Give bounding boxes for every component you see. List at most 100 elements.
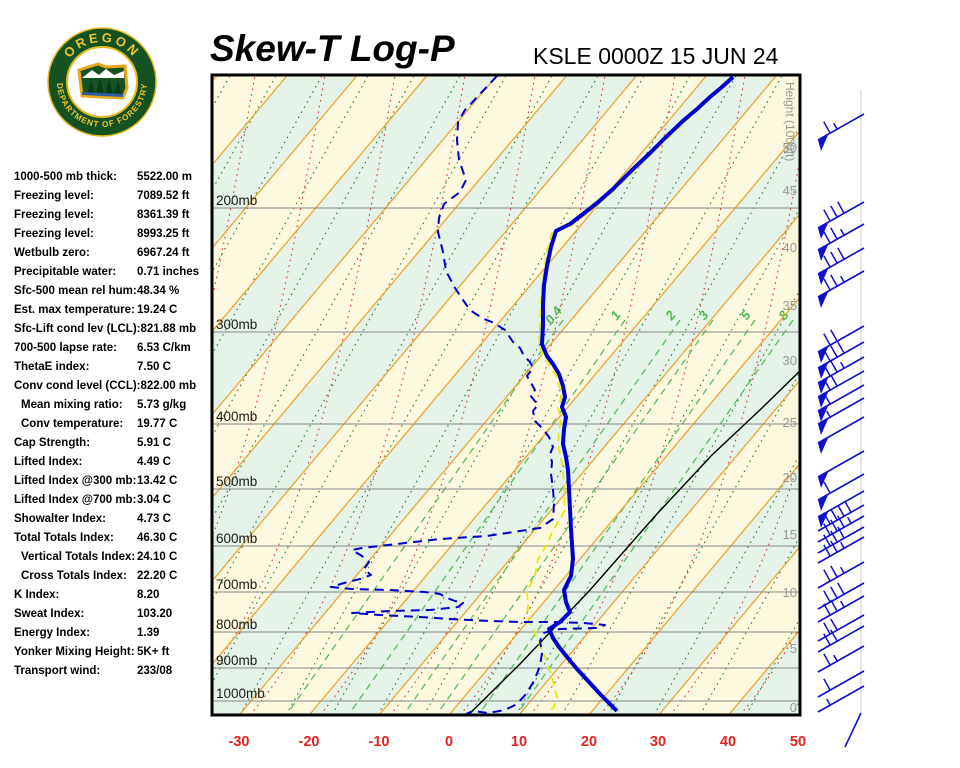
- stat-label: Freezing level:: [14, 190, 94, 202]
- stat-row: Mean mixing ratio: 5.73 g/kg: [14, 396, 210, 415]
- stat-value: 13.42 C: [137, 475, 178, 487]
- temp-tick-label: -10: [369, 734, 390, 750]
- wind-barb: [817, 561, 865, 589]
- stat-row: Yonker Mixing Height: 5K+ ft: [14, 643, 210, 662]
- pressure-label: 1000mb: [216, 686, 265, 701]
- stat-label: Precipitable water:: [14, 266, 117, 278]
- wind-barb: [817, 670, 865, 698]
- plot-border: [210, 73, 802, 717]
- stat-label: Vertical Totals Index:: [21, 551, 136, 563]
- height-tick-label: 30: [783, 353, 797, 368]
- temp-tick-label: 30: [650, 734, 666, 750]
- stat-row: Vertical Totals Index: 24.10 C: [14, 548, 210, 567]
- stat-value: 5.91 C: [137, 437, 171, 449]
- stat-value: 1.39: [137, 627, 160, 639]
- stat-row: Wetbulb zero: 6967.24 ft: [14, 244, 210, 263]
- pressure-label: 800mb: [216, 617, 257, 632]
- height-tick-label: 35: [783, 298, 797, 313]
- stat-label: Conv cond level (CCL):: [14, 380, 141, 392]
- pressure-label: 500mb: [216, 474, 257, 489]
- stat-row: Conv cond level (CCL): 822.00 mb: [14, 377, 210, 396]
- stat-value: 5522.00 m: [137, 171, 192, 183]
- temp-axis-labels: -30 -20 -10 0 10 20 30 40 50: [229, 734, 807, 750]
- stat-value: 822.00 mb: [140, 380, 197, 392]
- stat-value: 233/08: [137, 665, 173, 677]
- height-tick-label: 15: [783, 527, 797, 542]
- stat-value: 5.73 g/kg: [137, 399, 187, 411]
- stat-row: Cap Strength: 5.91 C: [14, 434, 210, 453]
- stat-value: 8.20: [137, 589, 160, 601]
- stat-value: 4.73 C: [137, 513, 171, 525]
- wind-barbs: [817, 113, 865, 748]
- stat-row: Freezing level: 8361.39 ft: [14, 206, 210, 225]
- wind-barb: [817, 397, 865, 435]
- temp-tick-label: 10: [511, 734, 527, 750]
- temperature-trace: [540, 75, 735, 713]
- stat-row: Freezing level: 7089.52 ft: [14, 187, 210, 206]
- stat-row: Total Totals Index: 46.30 C: [14, 529, 210, 548]
- stat-row: Precipitable water: 0.71 inches: [14, 263, 210, 282]
- wind-barb: [817, 625, 865, 653]
- wind-barb: [817, 223, 865, 261]
- stat-value: 8993.25 ft: [137, 228, 190, 240]
- stat-value: 8361.39 ft: [137, 209, 190, 221]
- wind-barb: [817, 270, 865, 308]
- height-tick-label: 20: [783, 470, 797, 485]
- stat-value: 22.20 C: [137, 570, 178, 582]
- pressure-lines: [212, 207, 800, 702]
- stat-row: Freezing level: 8993.25 ft: [14, 225, 210, 244]
- stat-value: 46.30 C: [137, 532, 178, 544]
- stat-row: K Index: 8.20: [14, 586, 210, 605]
- stat-label: Freezing level:: [14, 209, 94, 221]
- stat-label: Freezing level:: [14, 228, 94, 240]
- wind-barb: [817, 325, 865, 363]
- stat-row: Transport wind: 233/08: [14, 662, 210, 681]
- pressure-label: 700mb: [216, 577, 257, 592]
- temp-tick-label: -20: [299, 734, 320, 750]
- wind-barb: [817, 536, 865, 564]
- stat-row: Cross Totals Index: 22.20 C: [14, 567, 210, 586]
- temp-tick-label: 20: [581, 734, 597, 750]
- station-time-label: KSLE 0000Z 15 JUN 24: [533, 43, 779, 69]
- page-title: Skew-T Log-P: [210, 28, 455, 69]
- stat-label: Lifted Index @300 mb:: [14, 475, 137, 487]
- temp-tick-label: 50: [790, 734, 806, 750]
- wind-barb: [817, 595, 865, 623]
- dewpoint-trace: [330, 75, 606, 715]
- stat-label: Total Totals Index:: [14, 532, 114, 544]
- stat-label: Cap Strength:: [14, 437, 91, 449]
- stat-value: 48.34 %: [137, 285, 180, 297]
- stat-value: 24.10 C: [137, 551, 178, 563]
- stat-value: 821.88 mb: [140, 323, 197, 335]
- stat-label: Energy Index:: [14, 627, 91, 639]
- stat-row: Conv temperature: 19.77 C: [14, 415, 210, 434]
- stat-label: Lifted Index:: [14, 456, 83, 468]
- stat-row: ThetaE index: 7.50 C: [14, 358, 210, 377]
- height-tick-label: 50: [783, 140, 797, 155]
- logo-state-scene: [77, 62, 129, 100]
- dry-adiabats: [212, 75, 800, 715]
- stat-label: Yonker Mixing Height:: [14, 646, 135, 658]
- wind-barb: [817, 582, 865, 610]
- wind-barb: [817, 384, 865, 422]
- stat-row: Energy Index: 1.39: [14, 624, 210, 643]
- stat-label: K Index:: [14, 589, 60, 601]
- stat-row: Lifted Index @300 mb: 13.42 C: [14, 472, 210, 491]
- stat-value: 6.53 C/km: [137, 342, 191, 354]
- height-tick-label: 0: [790, 700, 797, 715]
- odf-logo: OREGON DEPARTMENT OF FORESTRY: [47, 27, 157, 137]
- stat-row: 700-500 lapse rate: 6.53 C/km: [14, 339, 210, 358]
- wind-barb: [817, 416, 865, 454]
- wind-barb: [817, 685, 865, 713]
- height-axis-title: Height (1000ft): [783, 82, 797, 161]
- stat-label: Conv temperature:: [21, 418, 124, 430]
- stat-row: Lifted Index: 4.49 C: [14, 453, 210, 472]
- stat-value: 0.71 inches: [137, 266, 200, 278]
- stat-value: 3.04 C: [137, 494, 171, 506]
- stat-value: 19.24 C: [137, 304, 178, 316]
- stat-label: Sweat Index:: [14, 608, 85, 620]
- stat-row: Sweat Index: 103.20: [14, 605, 210, 624]
